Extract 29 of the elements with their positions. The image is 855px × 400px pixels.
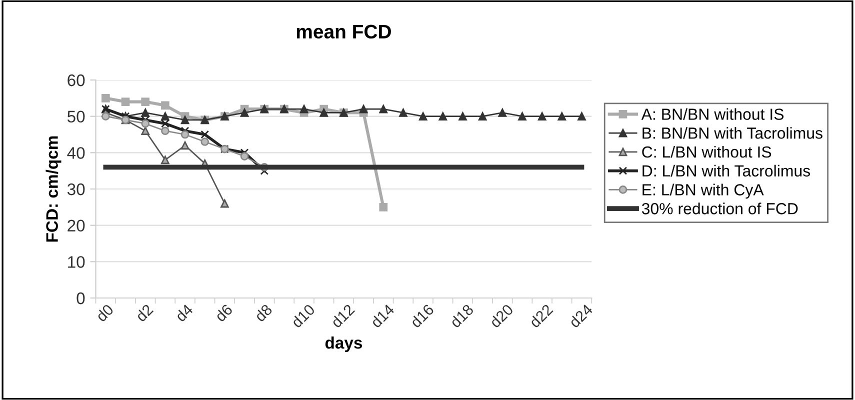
y-axis-title: FCD: cm/qcm <box>46 136 62 242</box>
y-tick-label: 10 <box>68 256 85 268</box>
x-tick-label: d10 <box>290 303 316 328</box>
y-tick-label: 60 <box>68 74 85 86</box>
legend-label: C: L/BN without IS <box>642 146 772 158</box>
chart-title: mean FCD <box>296 24 391 39</box>
legend-label: D: L/BN with Tacrolimus <box>642 164 810 177</box>
y-tick-label: 0 <box>76 292 85 304</box>
x-axis-title: days <box>325 336 362 352</box>
x-tick-label: d14 <box>370 303 395 328</box>
y-tick-label: 50 <box>67 110 85 123</box>
x-tick-label: d8 <box>254 303 273 322</box>
x-tick-label: d20 <box>488 303 514 328</box>
y-tick-label: 20 <box>68 220 85 232</box>
x-tick-label: d12 <box>330 303 356 328</box>
x-tick-label: d6 <box>214 303 234 322</box>
legend-label: E: L/BN with CyA <box>642 184 764 199</box>
legend-label: B: BN/BN with Tacrolimus <box>642 127 822 139</box>
x-tick-label: d2 <box>134 303 154 322</box>
legend-label: A: BN/BN without IS <box>641 108 784 120</box>
y-tick-label: 40 <box>67 147 85 159</box>
x-tick-label: d22 <box>528 303 554 328</box>
x-tick-label: d16 <box>409 303 434 328</box>
legend-label: 30% reduction of FCD <box>642 202 798 214</box>
y-tick-label: 30 <box>67 183 85 196</box>
x-tick-label: d0 <box>95 303 114 322</box>
x-tick-label: d4 <box>174 303 194 322</box>
x-tick-label: d18 <box>449 303 474 328</box>
x-tick-label: d24 <box>568 303 594 328</box>
